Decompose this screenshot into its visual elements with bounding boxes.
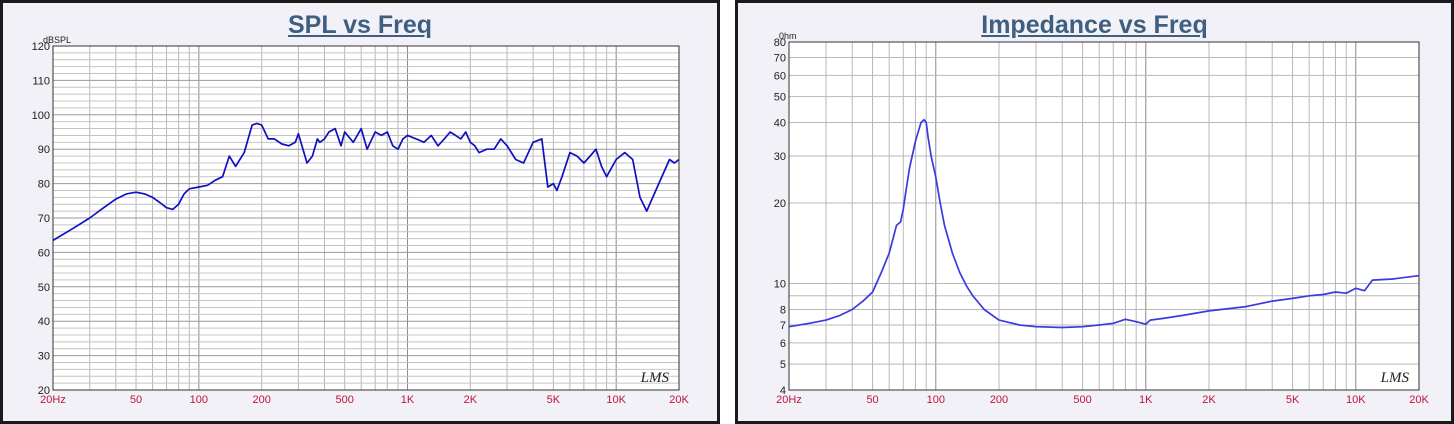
y-tick-label: 8 <box>780 304 786 316</box>
x-tick-label: 200 <box>252 394 270 406</box>
y-tick-label: 10 <box>774 279 786 291</box>
lms-logo: LMS <box>1380 370 1410 386</box>
lms-logo: LMS <box>640 370 670 386</box>
y-tick-label: 50 <box>38 282 50 294</box>
plot-frame <box>52 45 680 391</box>
x-tick-label: 500 <box>336 394 354 406</box>
x-tick-label: 1K <box>1139 394 1153 406</box>
y-tick-label: 60 <box>38 247 50 259</box>
spl-chart-panel: SPL vs Freq 20 30 40 50 60 70 80 90 100 110 120 20H… <box>0 0 720 424</box>
x-tick-label: 50 <box>866 394 878 406</box>
y-tick-label: 110 <box>32 75 50 87</box>
plot-frame <box>788 41 1420 391</box>
y-tick-label: 70 <box>38 213 50 225</box>
y-tick-label: 6 <box>780 338 786 350</box>
y-tick-label: 60 <box>774 70 786 82</box>
x-tick-label: 200 <box>990 394 1008 406</box>
y-tick-label: 20 <box>38 385 50 397</box>
y-tick-label: 4 <box>780 385 786 397</box>
y-tick-label: 5 <box>780 359 786 371</box>
x-tick-label: 20K <box>1409 394 1429 406</box>
y-tick-label: 40 <box>38 316 50 328</box>
x-tick-label: 2K <box>464 394 478 406</box>
chart-title: SPL vs Freq <box>287 11 433 39</box>
y-tick-label: 20 <box>774 198 786 210</box>
y-unit-label: dBSPL <box>43 35 71 45</box>
chart-title: Impedance vs Freq <box>981 11 1208 39</box>
series-line <box>788 118 1420 329</box>
y-tick-label: 7 <box>780 320 786 332</box>
y-tick-label: 30 <box>774 151 786 163</box>
y-unit-label: 0hm <box>779 31 797 41</box>
x-tick-label: 100 <box>190 394 208 406</box>
y-tick-label: 90 <box>38 144 50 156</box>
y-tick-label: 30 <box>38 351 50 363</box>
impedance-chart-plot: 4 5 6 7 8 10 20 30 40 50 60 70 80 20Hz 50 100 200 500 1K 2K… <box>774 31 1430 406</box>
y-tick-label: 120 <box>32 41 50 53</box>
x-tick-label: 5K <box>547 394 561 406</box>
x-tick-label: 50 <box>130 394 142 406</box>
x-tick-label: 10K <box>606 394 626 406</box>
x-tick-label: 10K <box>1346 394 1366 406</box>
impedance-chart-panel: Impedance vs Freq 4 5 6 7 8 10 20 30 40 50 60 70 80 2… <box>735 0 1454 424</box>
y-tick-label: 70 <box>774 53 786 65</box>
x-tick-label: 100 <box>927 394 945 406</box>
x-tick-label: 5K <box>1286 394 1300 406</box>
x-tick-label: 20Hz <box>40 394 66 406</box>
x-tick-label: 1K <box>401 394 415 406</box>
x-tick-label: 20Hz <box>776 394 802 406</box>
plot-area <box>789 42 1419 390</box>
y-tick-label: 80 <box>38 179 50 191</box>
x-tick-label: 20K <box>669 394 689 406</box>
y-tick-label: 50 <box>774 92 786 104</box>
y-tick-label: 40 <box>774 118 786 130</box>
y-tick-label: 100 <box>32 110 50 122</box>
y-tick-label: 80 <box>774 37 786 49</box>
spl-chart-plot: 20 30 40 50 60 70 80 90 100 110 120 20Hz 50 100 200 500… <box>32 35 690 406</box>
x-tick-label: 500 <box>1073 394 1091 406</box>
x-tick-label: 2K <box>1202 394 1216 406</box>
series-line <box>52 122 680 242</box>
